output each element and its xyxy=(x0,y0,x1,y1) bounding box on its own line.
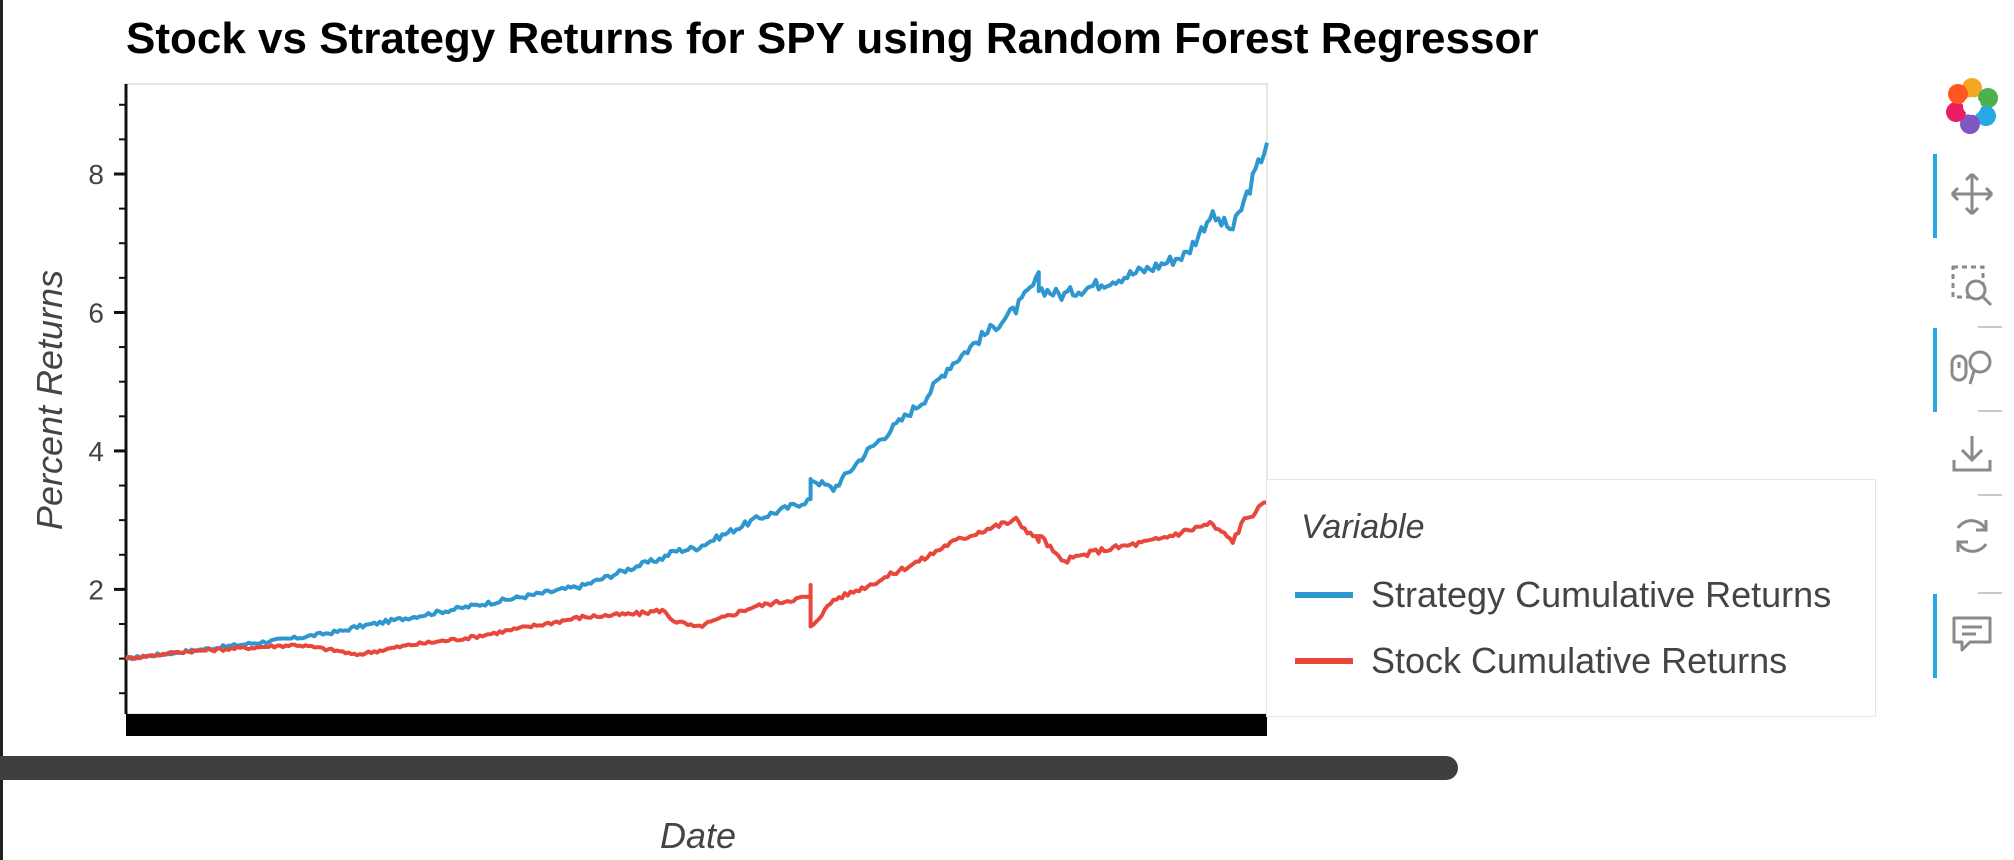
toolbar-separator xyxy=(1978,494,2002,496)
save-icon xyxy=(1952,436,1992,472)
toolbar-separator xyxy=(1978,326,2002,328)
pan-tool[interactable] xyxy=(1928,154,2008,238)
x-axis-label: Date xyxy=(659,815,737,856)
chart-toolbar xyxy=(1928,78,2008,698)
active-indicator xyxy=(1933,154,1937,238)
wheel-zoom-icon xyxy=(1950,350,1992,385)
legend-swatch-strategy xyxy=(1295,592,1353,598)
stock-returns-line[interactable] xyxy=(124,500,1268,662)
toolbar-separator xyxy=(1978,410,2002,412)
legend-item-strategy[interactable]: Strategy Cumulative Returns xyxy=(1295,574,1832,615)
reset-tool[interactable] xyxy=(1928,496,2008,580)
left-border xyxy=(0,0,3,860)
save-tool[interactable] xyxy=(1928,414,2008,498)
y-axis-ticks: 2 4 6 8 xyxy=(88,103,126,695)
legend: Variable Strategy Cumulative Returns Sto… xyxy=(1266,479,1876,717)
active-indicator xyxy=(1933,328,1937,412)
hover-tool[interactable] xyxy=(1928,594,2008,678)
bokeh-logo-icon[interactable] xyxy=(1944,78,2000,134)
plot-frame xyxy=(125,83,1268,715)
y-tick-label: 6 xyxy=(88,297,104,328)
horizontal-scrollbar[interactable] xyxy=(0,756,1458,780)
legend-title: Variable xyxy=(1301,508,1425,546)
y-tick-label: 8 xyxy=(88,159,104,190)
legend-label-strategy: Strategy Cumulative Returns xyxy=(1371,574,1832,615)
y-tick-label: 4 xyxy=(88,436,104,467)
reset-icon xyxy=(1956,519,1988,553)
legend-swatch-stock xyxy=(1295,658,1353,664)
box-zoom-icon xyxy=(1951,265,1993,307)
legend-label-stock: Stock Cumulative Returns xyxy=(1371,640,1788,681)
chart-title: Stock vs Strategy Returns for SPY using … xyxy=(126,14,1539,63)
x-axis-ticks-band xyxy=(126,714,1267,736)
box-zoom-tool[interactable] xyxy=(1928,246,2008,330)
hover-icon xyxy=(1952,616,1992,652)
series-lines xyxy=(124,142,1269,662)
legend-item-stock[interactable]: Stock Cumulative Returns xyxy=(1295,640,1788,681)
active-indicator xyxy=(1933,594,1937,678)
pan-icon xyxy=(1950,172,1994,216)
y-tick-label: 2 xyxy=(88,574,104,605)
strategy-returns-line[interactable] xyxy=(125,142,1269,662)
wheel-zoom-tool[interactable] xyxy=(1928,328,2008,412)
toolbar-separator xyxy=(1978,592,2002,594)
